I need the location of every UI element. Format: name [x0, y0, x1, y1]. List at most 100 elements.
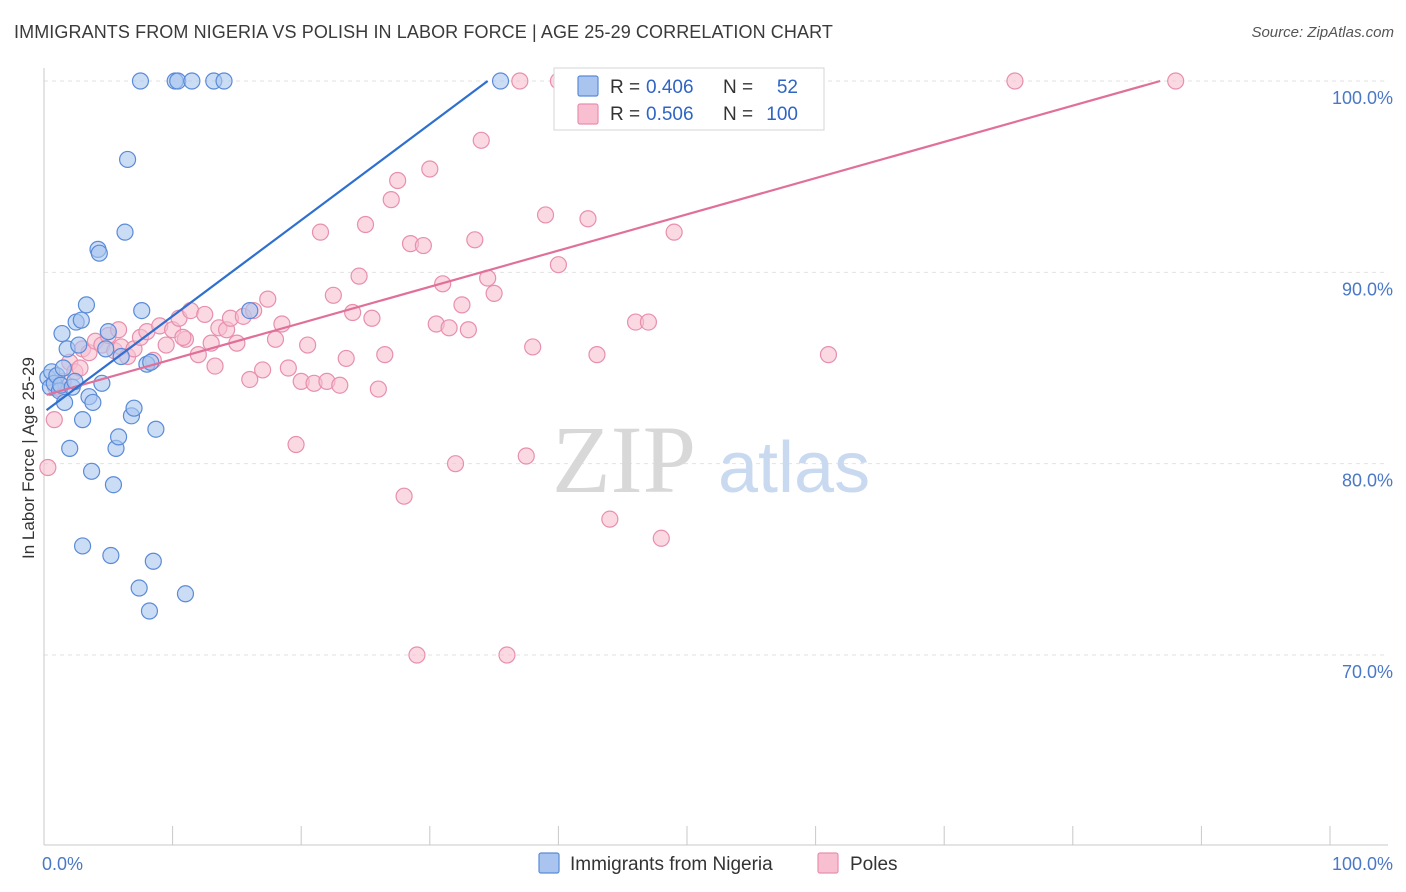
y-tick-label-1: 90.0%	[1342, 279, 1393, 299]
point-nigeria-17	[73, 411, 92, 429]
point-nigeria-43	[147, 420, 165, 438]
stats-r-value-poles: 0.506	[646, 104, 694, 125]
x-tick-marks	[43, 826, 1331, 845]
point-poles-73	[511, 72, 529, 90]
stats-swatch-poles	[577, 103, 599, 125]
point-nigeria-18	[77, 296, 96, 314]
watermark-zip: ZIP	[552, 406, 696, 513]
point-nigeria-11	[61, 439, 79, 457]
x-tick-label-min: 0.0%	[42, 854, 83, 874]
point-poles-64	[440, 319, 458, 337]
point-poles-0	[39, 458, 57, 477]
point-poles-57	[395, 487, 413, 505]
y-axis-label: In Labor Force | Age 25-29	[19, 357, 38, 559]
point-nigeria-50	[241, 302, 259, 320]
stats-r-value-nigeria: 0.406	[646, 77, 694, 98]
point-poles-59	[408, 646, 426, 664]
point-poles-93	[1006, 72, 1024, 90]
point-poles-39	[279, 359, 297, 377]
point-poles-35	[254, 361, 272, 379]
point-poles-54	[376, 346, 394, 364]
point-poles-36	[259, 290, 277, 308]
point-poles-94	[1167, 72, 1185, 90]
grid-layer	[44, 80, 1388, 656]
point-poles-85	[652, 529, 670, 547]
point-nigeria-30	[109, 428, 128, 446]
point-nigeria-42	[144, 552, 162, 570]
point-nigeria-47	[183, 72, 201, 90]
point-poles-86	[665, 223, 683, 241]
point-nigeria-7	[54, 359, 72, 377]
point-poles-80	[588, 346, 606, 364]
point-nigeria-20	[82, 462, 101, 480]
points-nigeria	[39, 72, 510, 620]
point-poles-97	[174, 328, 192, 346]
stats-r-label-nigeria: R =	[610, 77, 640, 98]
point-poles-65	[446, 455, 465, 473]
point-poles-25	[196, 305, 214, 324]
point-nigeria-51	[491, 72, 510, 90]
point-poles-27	[206, 357, 224, 375]
point-nigeria-16	[72, 311, 90, 329]
point-poles-51	[356, 215, 375, 234]
legend-label-nigeria: Immigrants from Nigeria	[570, 854, 773, 875]
point-poles-72	[498, 646, 516, 664]
stats-n-value-poles: 100	[766, 104, 798, 125]
stats-box: R = 0.406 N = 52 R = 0.506 N = 100	[553, 67, 825, 131]
point-nigeria-37	[131, 72, 150, 90]
point-poles-56	[389, 171, 407, 190]
point-poles-61	[421, 160, 439, 178]
point-poles-74	[517, 447, 535, 465]
point-nigeria-25	[97, 340, 115, 358]
stats-swatch-nigeria	[577, 75, 599, 97]
y-tick-label-2: 80.0%	[1342, 471, 1393, 491]
point-nigeria-32	[116, 223, 134, 241]
points-poles	[39, 72, 1185, 664]
point-poles-75	[524, 338, 542, 356]
point-nigeria-40	[140, 602, 159, 620]
legend-label-poles: Poles	[850, 854, 898, 875]
point-poles-19	[157, 336, 175, 354]
point-nigeria-23	[90, 244, 108, 262]
point-poles-68	[466, 231, 484, 249]
trend-line-nigeria	[45, 80, 489, 411]
stats-n-label-nigeria: N =	[723, 77, 753, 98]
point-poles-60	[414, 236, 432, 255]
point-poles-50	[350, 267, 368, 285]
point-poles-44	[311, 223, 330, 241]
point-poles-23	[182, 302, 200, 320]
point-poles-71	[485, 284, 503, 302]
point-nigeria-21	[84, 393, 102, 412]
point-nigeria-26	[99, 323, 117, 341]
point-poles-79	[579, 210, 597, 228]
stats-r-label-poles: R =	[610, 104, 640, 125]
point-nigeria-15	[70, 336, 88, 354]
point-poles-37	[266, 330, 285, 348]
point-poles-46	[324, 286, 342, 304]
point-poles-84	[639, 313, 658, 331]
point-nigeria-38	[133, 302, 151, 320]
point-poles-69	[472, 131, 490, 149]
stats-n-value-nigeria: 52	[777, 77, 798, 98]
point-nigeria-27	[102, 546, 120, 565]
point-poles-40	[287, 435, 305, 454]
point-nigeria-28	[104, 476, 123, 494]
point-poles-77	[549, 256, 568, 274]
point-poles-48	[337, 349, 355, 368]
stats-n-label-poles: N =	[723, 104, 753, 125]
point-poles-42	[299, 336, 317, 354]
stats-box-frame	[553, 67, 825, 131]
point-poles-76	[536, 206, 555, 224]
point-nigeria-49	[215, 72, 233, 90]
point-poles-66	[453, 296, 471, 314]
point-nigeria-36	[130, 579, 148, 597]
x-tick-label-max: 100.0%	[1332, 854, 1393, 874]
point-nigeria-35	[125, 399, 143, 417]
point-poles-67	[459, 321, 477, 339]
chart-source: Source: ZipAtlas.com	[1251, 24, 1394, 41]
point-nigeria-46	[176, 585, 195, 603]
legend: Immigrants from Nigeria Poles	[538, 852, 898, 875]
point-nigeria-33	[118, 150, 137, 169]
